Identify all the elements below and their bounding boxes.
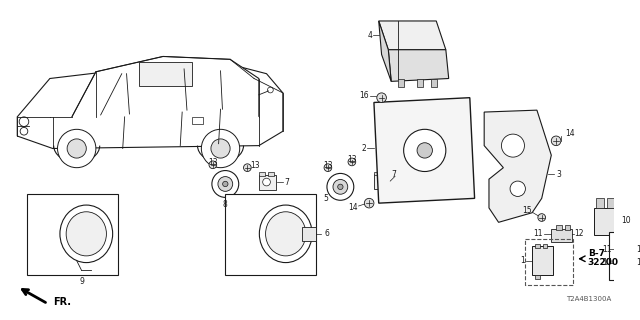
Circle shape xyxy=(404,129,446,172)
Text: 17: 17 xyxy=(602,258,612,267)
Text: 32200: 32200 xyxy=(588,259,619,268)
Circle shape xyxy=(244,164,252,172)
Circle shape xyxy=(324,164,332,172)
Text: 13: 13 xyxy=(347,155,356,164)
Circle shape xyxy=(327,173,354,200)
Polygon shape xyxy=(374,98,475,203)
Text: 12: 12 xyxy=(637,245,640,254)
Bar xyxy=(564,225,570,230)
Bar xyxy=(621,241,626,245)
Text: 10: 10 xyxy=(621,216,631,225)
Bar xyxy=(535,275,540,279)
Bar xyxy=(417,79,423,87)
Polygon shape xyxy=(72,56,259,117)
Text: 12: 12 xyxy=(574,229,584,238)
Circle shape xyxy=(58,129,96,168)
Circle shape xyxy=(211,139,230,158)
Bar xyxy=(595,208,618,235)
Text: 16: 16 xyxy=(360,91,369,100)
Bar xyxy=(431,79,437,87)
Circle shape xyxy=(364,198,374,208)
Circle shape xyxy=(348,158,356,166)
Text: 11: 11 xyxy=(533,229,543,238)
Text: 2: 2 xyxy=(362,144,366,153)
Polygon shape xyxy=(484,110,551,222)
Bar xyxy=(225,194,316,275)
Bar xyxy=(618,258,636,268)
Ellipse shape xyxy=(60,205,113,263)
Bar xyxy=(398,79,404,87)
Text: 14: 14 xyxy=(348,204,358,212)
Text: 15: 15 xyxy=(522,206,532,215)
Circle shape xyxy=(67,139,86,158)
Circle shape xyxy=(202,129,240,168)
Bar xyxy=(259,175,276,190)
Circle shape xyxy=(377,93,387,102)
Bar xyxy=(27,194,118,275)
Text: 14: 14 xyxy=(566,129,575,138)
Bar xyxy=(596,198,604,208)
Circle shape xyxy=(268,87,273,93)
Circle shape xyxy=(417,143,433,158)
Bar xyxy=(535,244,540,248)
Bar xyxy=(139,62,192,86)
Text: 5: 5 xyxy=(324,194,328,203)
Text: 9: 9 xyxy=(79,277,84,286)
Text: FR.: FR. xyxy=(52,297,71,307)
Ellipse shape xyxy=(266,212,306,256)
Bar xyxy=(551,229,572,243)
Text: 1: 1 xyxy=(521,256,525,265)
Text: 7: 7 xyxy=(285,178,290,187)
Circle shape xyxy=(212,171,239,197)
Bar xyxy=(556,225,562,230)
Circle shape xyxy=(502,134,524,157)
Text: 4: 4 xyxy=(367,31,372,40)
Text: 13: 13 xyxy=(323,161,333,170)
Circle shape xyxy=(19,117,29,126)
Text: 13: 13 xyxy=(208,158,218,167)
Text: 6: 6 xyxy=(324,229,329,238)
Bar xyxy=(268,172,274,176)
Polygon shape xyxy=(388,50,449,81)
Ellipse shape xyxy=(66,212,106,256)
Circle shape xyxy=(218,177,233,191)
Circle shape xyxy=(378,177,385,185)
Polygon shape xyxy=(379,21,446,50)
Bar xyxy=(192,117,204,124)
Text: 7: 7 xyxy=(391,170,396,179)
Circle shape xyxy=(538,214,545,221)
Text: 13: 13 xyxy=(250,161,260,170)
Bar xyxy=(609,232,640,280)
Bar xyxy=(383,172,389,175)
Bar xyxy=(607,198,614,208)
Bar xyxy=(374,172,380,175)
Circle shape xyxy=(262,178,270,186)
Text: 12: 12 xyxy=(637,258,640,267)
Ellipse shape xyxy=(259,205,312,263)
Bar xyxy=(525,239,573,285)
Circle shape xyxy=(551,136,561,146)
Circle shape xyxy=(333,180,348,194)
Text: B-7: B-7 xyxy=(588,249,605,258)
Bar xyxy=(543,244,547,248)
Bar xyxy=(302,227,316,241)
Circle shape xyxy=(223,181,228,187)
Polygon shape xyxy=(17,59,283,148)
Bar xyxy=(618,244,636,255)
Text: 11: 11 xyxy=(602,245,612,254)
Text: 8: 8 xyxy=(223,200,228,209)
Circle shape xyxy=(338,184,343,189)
Text: T2A4B1300A: T2A4B1300A xyxy=(566,296,612,302)
Bar xyxy=(259,172,264,176)
Circle shape xyxy=(20,127,28,135)
Polygon shape xyxy=(379,21,391,81)
Circle shape xyxy=(510,181,525,196)
Bar xyxy=(532,246,553,275)
Bar xyxy=(621,254,626,259)
Text: 3: 3 xyxy=(556,170,561,179)
Circle shape xyxy=(209,161,217,169)
Bar xyxy=(374,174,391,189)
